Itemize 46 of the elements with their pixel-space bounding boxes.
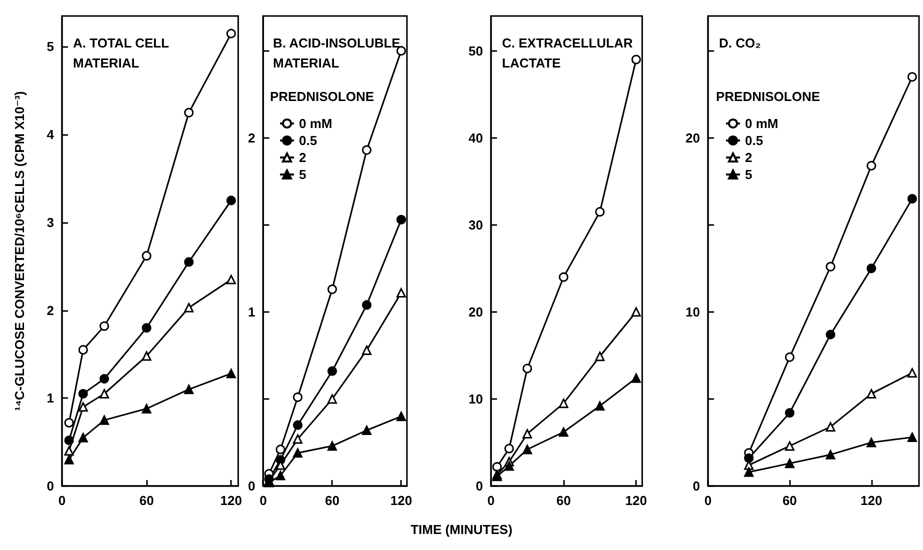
y-tick-label: 30 [468,217,483,232]
y-tick-label: 3 [46,214,54,230]
legend-title: PREDNISOLONE [716,89,820,104]
x-tick-label: 60 [139,493,154,508]
text: B. ACID-INSOLUBLE MATERIAL [273,36,404,70]
x-tick-label: 60 [782,493,797,508]
legend-label: 0 mM [299,116,332,131]
text: D. CO₂ [719,36,762,50]
text: A. TOTAL CELL MATERIAL [73,36,172,70]
y-tick-label: 5 [46,39,54,54]
x-tick-label: 0 [260,493,267,508]
legend-label: 2 [745,150,752,165]
x-tick-label: 120 [625,493,648,508]
x-tick-label: 60 [324,493,340,508]
legend-label: 0.5 [299,133,318,148]
x-tick-label: 0 [58,493,66,508]
y-tick-label: 50 [468,43,483,58]
y-tick-label: 1 [46,390,54,406]
x-tick-label: 120 [860,493,882,508]
legend-label: 0 mM [745,116,778,131]
legend-label: 5 [299,167,306,182]
legend-label: 2 [299,150,306,165]
y-tick-label: 0 [692,478,700,494]
y-tick-label: 10 [468,391,483,406]
legend-title: PREDNISOLONE [270,89,374,104]
y-tick-label: 0 [476,478,483,494]
y-tick-label: 4 [46,127,55,142]
y-tick-label: 0 [46,478,54,494]
legend-label: 0.5 [745,133,764,148]
x-tick-label: 0 [704,493,712,508]
y-axis-title: ¹⁴C-GLUCOSE CONVERTED/10⁶CELLS (CPM X10⁻³) [12,91,27,411]
legend-label: 5 [745,167,752,182]
y-tick-label: 2 [46,302,54,318]
y-tick-label: 20 [686,130,700,146]
x-tick-label: 120 [220,493,242,508]
x-axis-title: TIME (MINUTES) [410,522,514,537]
x-tick-label: 0 [487,493,495,508]
y-tick-label: 20 [468,304,483,320]
y-tick-label: 1 [248,304,256,320]
x-tick-label: 120 [390,493,412,508]
y-tick-label: 40 [468,130,483,146]
y-tick-label: 0 [248,478,256,494]
y-tick-label: 2 [248,130,256,146]
y-tick-label: 10 [686,304,700,320]
x-tick-label: 60 [556,493,571,508]
text: C. EXTRACELLULAR LACTATE [502,36,636,70]
